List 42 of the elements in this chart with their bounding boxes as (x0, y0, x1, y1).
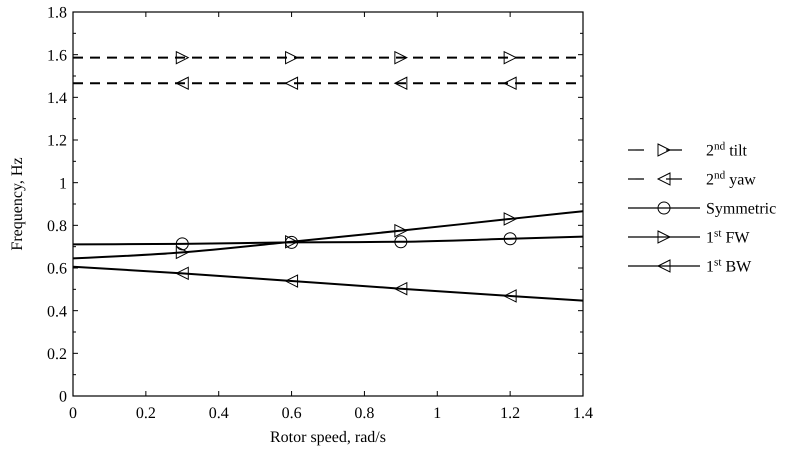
point (176, 237, 189, 250)
legend-label: 1$^{st}$ BW (706, 256, 752, 276)
point (504, 289, 517, 302)
y-tick-label: 1.8 (47, 4, 67, 22)
point (394, 282, 408, 296)
point (504, 232, 517, 246)
y-tick-label: 0.8 (47, 218, 67, 235)
x-axis-title: Rotor speed, rad/s (270, 429, 386, 446)
y-tick-label: 0 (59, 388, 67, 406)
legend-label: 2$^{nd}$ tilt (706, 140, 748, 160)
y-tick-label: 1.6 (47, 47, 67, 64)
y-tick-label: 0.4 (47, 303, 67, 320)
point (176, 246, 189, 259)
point (504, 76, 517, 90)
y-tick-label: 1.2 (47, 132, 67, 150)
legend-label: 2$^{nd}$ yaw (706, 170, 756, 189)
x-tick-label: 1.2 (500, 405, 520, 422)
point (394, 224, 408, 238)
x-tick-label: 0.6 (282, 405, 302, 422)
legend-label: Symmetric (706, 200, 776, 218)
y-axis-title: Frequency, Hz (9, 157, 26, 251)
point (176, 266, 189, 280)
point (285, 274, 298, 288)
point (285, 76, 298, 90)
point (176, 76, 189, 90)
x-tick-label: 0.8 (354, 405, 374, 422)
point (176, 51, 189, 64)
x-tick-label: 0.2 (136, 405, 156, 422)
point (394, 235, 408, 248)
point (504, 212, 517, 226)
y-tick-label: 1 (59, 175, 67, 192)
x-tick-label: 1.4 (573, 405, 593, 422)
point (504, 51, 517, 64)
point (394, 76, 408, 90)
y-tick-label: 1.4 (47, 90, 67, 107)
x-tick-label: 0.4 (208, 405, 229, 422)
x-tick-label: 1 (433, 405, 442, 422)
point (394, 51, 408, 64)
legend-label: 1$^{st}$ FW (706, 228, 750, 247)
point (285, 51, 298, 64)
y-tick-label: 0.6 (47, 260, 67, 278)
y-tick-label: 0.2 (47, 346, 67, 363)
